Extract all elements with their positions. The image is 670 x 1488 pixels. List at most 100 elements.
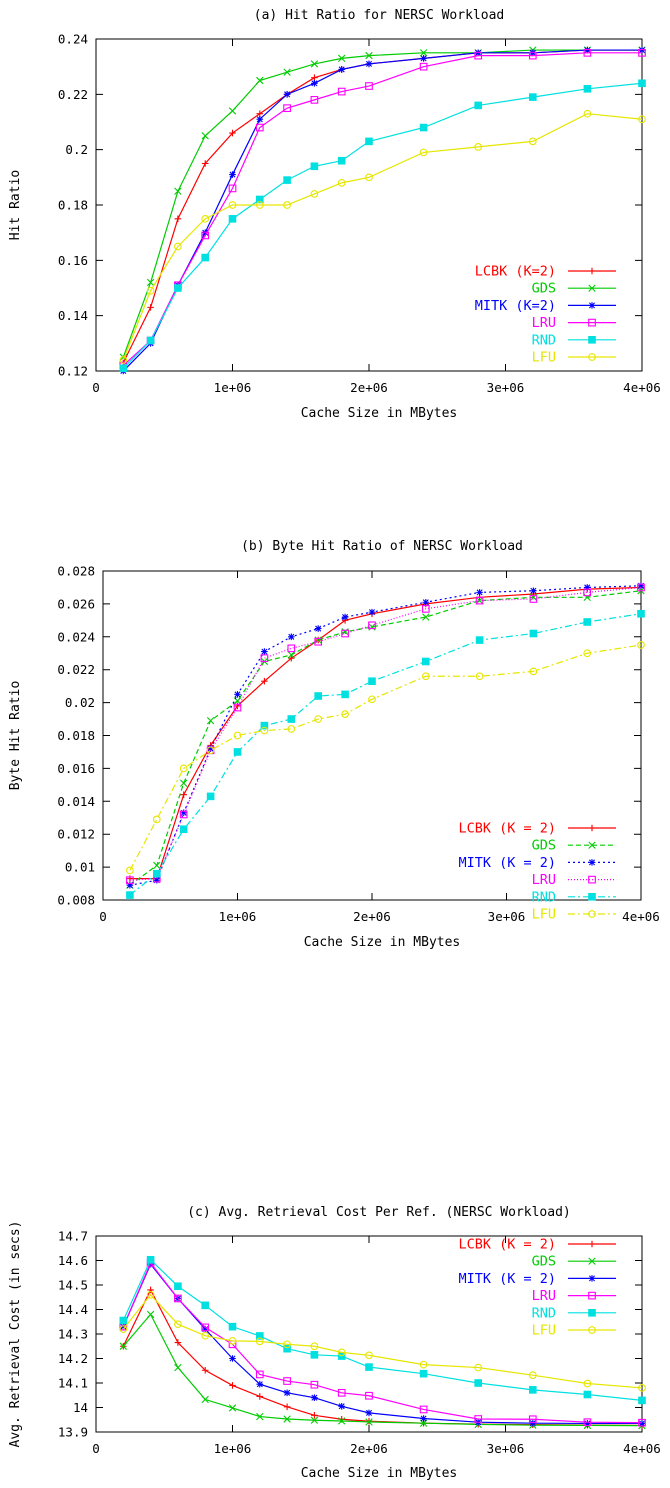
- plot-frame: [95, 1235, 643, 1433]
- data-point: [529, 595, 538, 603]
- data-point: [201, 1301, 209, 1310]
- y-tick-label: 0.026: [57, 596, 95, 611]
- data-point: [314, 715, 323, 723]
- legend-label: MITK (K = 2): [458, 1271, 556, 1287]
- series-rnd: [119, 1255, 646, 1405]
- data-point: [206, 746, 215, 755]
- data-point: [255, 1337, 264, 1346]
- data-point: [256, 110, 264, 117]
- data-point: [583, 85, 592, 93]
- data-point: [368, 608, 376, 616]
- legend-label: RND: [532, 332, 556, 348]
- y-tick-label: 0.012: [57, 827, 95, 842]
- data-point: [420, 1415, 427, 1422]
- data-point: [201, 1331, 210, 1340]
- data-point: [365, 173, 373, 182]
- data-point: [283, 1344, 291, 1353]
- data-point: [341, 629, 349, 638]
- data-point: [126, 875, 134, 882]
- data-point: [583, 593, 591, 602]
- x-tick-label: 3e+06: [487, 1441, 525, 1456]
- series-line: [129, 590, 642, 886]
- x-tick-label: 4e+06: [623, 380, 661, 395]
- x-tick-label: 2e+06: [353, 909, 391, 924]
- data-point: [475, 596, 484, 605]
- legend-label: GDS: [532, 838, 556, 854]
- series-mitk-k-2-: [126, 582, 645, 889]
- chart-title: (c) Avg. Retrieval Cost Per Ref. (NERSC …: [187, 1205, 571, 1220]
- series-line: [122, 52, 642, 366]
- data-point: [583, 618, 592, 626]
- y-tick-label: 14: [73, 1400, 88, 1415]
- data-point: [283, 68, 291, 76]
- data-point: [256, 1380, 264, 1388]
- series-line: [129, 613, 642, 896]
- x-tick-label: 3e+06: [487, 380, 525, 395]
- data-point: [256, 1393, 264, 1400]
- data-point: [310, 1380, 319, 1389]
- data-point: [174, 1294, 182, 1303]
- data-point: [583, 1418, 592, 1427]
- data-point: [283, 176, 291, 184]
- series-lcbk-k-2-: [126, 584, 645, 882]
- data-point: [419, 49, 428, 57]
- data-point: [583, 588, 592, 597]
- series-lfu: [119, 1290, 646, 1392]
- legend-marker: [588, 1291, 596, 1300]
- data-point: [233, 748, 242, 756]
- data-point: [474, 1363, 483, 1372]
- data-point: [584, 1420, 591, 1427]
- data-point: [310, 190, 319, 198]
- data-point: [201, 253, 209, 262]
- legend-marker: [588, 267, 596, 275]
- data-point: [283, 1415, 291, 1423]
- data-point: [529, 1386, 537, 1394]
- legend-marker: [588, 1257, 596, 1265]
- x-tick-label: 0: [99, 909, 107, 924]
- legend-label: LCBK (K = 2): [458, 1237, 556, 1253]
- data-point: [228, 184, 237, 193]
- data-point: [311, 74, 318, 82]
- data-point: [283, 201, 291, 209]
- data-point: [341, 710, 349, 718]
- data-point: [337, 179, 346, 187]
- data-point: [283, 1340, 291, 1349]
- data-point: [147, 304, 154, 311]
- data-point: [365, 1391, 373, 1400]
- data-point: [310, 60, 319, 68]
- legend-label: GDS: [532, 1254, 556, 1270]
- legend-marker: [588, 875, 596, 884]
- legend-marker: [588, 353, 596, 361]
- legend-label: RND: [532, 1305, 556, 1321]
- data-point: [153, 861, 161, 870]
- x-tick-label: 2e+06: [350, 1441, 388, 1456]
- data-point: [119, 356, 128, 364]
- data-point: [365, 1363, 373, 1371]
- data-point: [310, 162, 319, 171]
- legend-label: GDS: [532, 281, 556, 297]
- x-tick-label: 1e+06: [214, 1441, 252, 1456]
- data-point: [229, 1382, 236, 1389]
- legend-label: MITK (K = 2): [458, 855, 556, 871]
- legend-label: LFU: [532, 907, 556, 923]
- series-line: [122, 1261, 643, 1424]
- data-point: [287, 715, 296, 723]
- data-point: [310, 1342, 319, 1351]
- data-point: [147, 1286, 154, 1294]
- data-point: [287, 651, 295, 659]
- series-gds: [119, 46, 646, 361]
- data-point: [638, 79, 646, 88]
- data-point: [528, 1371, 537, 1380]
- data-point: [174, 1339, 182, 1346]
- legend-marker: [588, 1275, 596, 1282]
- data-point: [180, 809, 187, 817]
- data-point: [638, 1418, 646, 1427]
- data-point: [206, 792, 215, 801]
- data-point: [530, 587, 537, 595]
- x-tick-label: 4e+06: [623, 1441, 661, 1456]
- data-point: [146, 336, 155, 345]
- data-point: [583, 649, 592, 658]
- data-point: [119, 1316, 128, 1325]
- series-rnd: [119, 79, 646, 373]
- data-point: [146, 286, 155, 295]
